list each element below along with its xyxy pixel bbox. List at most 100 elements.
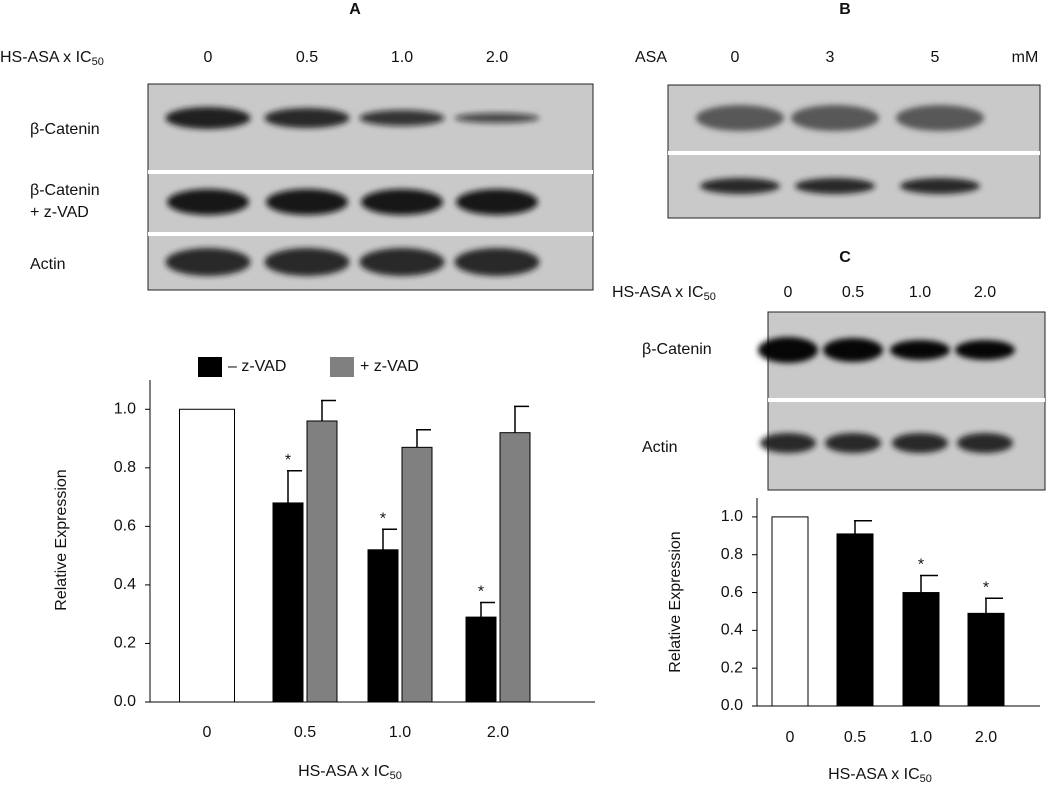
blot-band xyxy=(454,248,540,276)
y-tick-label: 0.2 xyxy=(114,635,136,652)
x-axis-label-sub: 50 xyxy=(920,773,932,785)
blot-band xyxy=(264,108,350,128)
row-label: Actin xyxy=(642,439,678,456)
treatment-sub: 50 xyxy=(704,291,716,303)
row-label: β-Catenin xyxy=(30,182,100,199)
x-tick-label: 2.0 xyxy=(487,724,509,741)
y-tick-label: 0.2 xyxy=(721,659,743,676)
blot-band xyxy=(825,433,881,453)
y-tick-label: 0.4 xyxy=(721,622,743,639)
bar xyxy=(771,516,809,707)
x-axis-label: HS-ASA x IC50 xyxy=(828,766,932,785)
lane-label: 0 xyxy=(731,49,740,66)
blot-band xyxy=(795,178,875,194)
panel-label: C xyxy=(839,249,851,266)
legend-swatch xyxy=(198,357,222,377)
error-bar xyxy=(287,469,302,503)
blot-band xyxy=(890,340,950,360)
blot-band xyxy=(892,433,948,453)
error-bar xyxy=(985,597,1003,614)
blot-band xyxy=(165,248,251,276)
lane-label: 2.0 xyxy=(486,49,508,66)
legend-label: + z-VAD xyxy=(360,358,419,375)
bar xyxy=(401,446,433,703)
blot-band xyxy=(760,433,816,453)
treatment-text: HS-ASA x IC xyxy=(0,49,92,66)
y-tick-label: 1.0 xyxy=(721,508,743,525)
treatment-text: HS-ASA x IC xyxy=(612,284,704,301)
treatment-sub: 50 xyxy=(92,56,104,68)
x-tick-label: 2.0 xyxy=(975,729,997,746)
bar xyxy=(272,502,304,703)
blot-band xyxy=(700,178,780,194)
legend-label: – z-VAD xyxy=(228,358,286,375)
bar xyxy=(499,432,531,703)
y-tick-label: 0.0 xyxy=(114,693,136,710)
y-tick-label: 0.6 xyxy=(721,584,743,601)
x-tick-label: 0 xyxy=(203,724,212,741)
y-tick-label: 0.6 xyxy=(114,518,136,535)
treatment-label: ASA xyxy=(635,49,667,66)
lane-label: 1.0 xyxy=(909,284,931,301)
lane-label: 0 xyxy=(784,284,793,301)
row-label: + z-VAD xyxy=(30,204,89,221)
lane-label: 0.5 xyxy=(296,49,318,66)
y-tick-label: 0.0 xyxy=(721,697,743,714)
x-axis-label: HS-ASA x IC50 xyxy=(298,763,402,782)
unit-label: mM xyxy=(1012,49,1039,66)
blot-band xyxy=(823,338,883,362)
blot-band xyxy=(361,189,443,215)
bar xyxy=(836,533,874,707)
blot-band xyxy=(167,189,249,215)
x-tick-label: 0.5 xyxy=(294,724,316,741)
bar xyxy=(465,616,497,703)
blot-band xyxy=(456,189,538,215)
legend-swatch xyxy=(330,357,354,377)
blot-band xyxy=(896,105,984,131)
blot-band xyxy=(359,248,445,276)
blot-band xyxy=(696,105,784,131)
blot-band xyxy=(758,337,818,363)
x-axis-label-sub: 50 xyxy=(390,770,402,782)
treatment-label: HS-ASA x IC50 xyxy=(612,284,716,303)
error-bar xyxy=(480,601,495,618)
x-tick-label: 1.0 xyxy=(910,729,932,746)
x-tick-label: 1.0 xyxy=(389,724,411,741)
x-axis-label-text: HS-ASA x IC xyxy=(298,763,390,780)
x-tick-label: 0 xyxy=(786,729,795,746)
blot-band xyxy=(955,340,1015,360)
row-label: Actin xyxy=(30,256,66,273)
y-tick-label: 1.0 xyxy=(114,400,136,417)
error-bar xyxy=(514,405,529,433)
error-bar xyxy=(416,429,431,448)
significance-marker: * xyxy=(478,584,484,601)
row-label: β-Catenin xyxy=(30,121,100,138)
bar xyxy=(306,420,338,703)
blot-band xyxy=(957,433,1013,453)
bar xyxy=(367,549,399,703)
x-tick-label: 0.5 xyxy=(844,729,866,746)
blot-band xyxy=(900,178,980,194)
significance-marker: * xyxy=(380,511,386,528)
error-bar xyxy=(321,399,336,421)
lane-label: 2.0 xyxy=(974,284,996,301)
significance-marker: * xyxy=(918,557,924,574)
blot-band xyxy=(266,189,348,215)
x-axis-label-text: HS-ASA x IC xyxy=(828,766,920,783)
bar xyxy=(179,408,235,703)
error-bar xyxy=(854,519,872,534)
significance-marker: * xyxy=(285,452,291,469)
bar xyxy=(967,612,1005,707)
y-tick-label: 0.4 xyxy=(114,576,136,593)
blot-band xyxy=(165,107,251,129)
lane-label: 0.5 xyxy=(842,284,864,301)
blot-band xyxy=(264,248,350,276)
error-bar xyxy=(382,528,397,550)
lane-label: 5 xyxy=(931,49,940,66)
treatment-label: HS-ASA x IC50 xyxy=(0,49,104,68)
lane-label: 1.0 xyxy=(391,49,413,66)
significance-marker: * xyxy=(983,579,989,596)
y-axis-label: Relative Expression xyxy=(53,469,70,610)
y-tick-label: 0.8 xyxy=(114,459,136,476)
